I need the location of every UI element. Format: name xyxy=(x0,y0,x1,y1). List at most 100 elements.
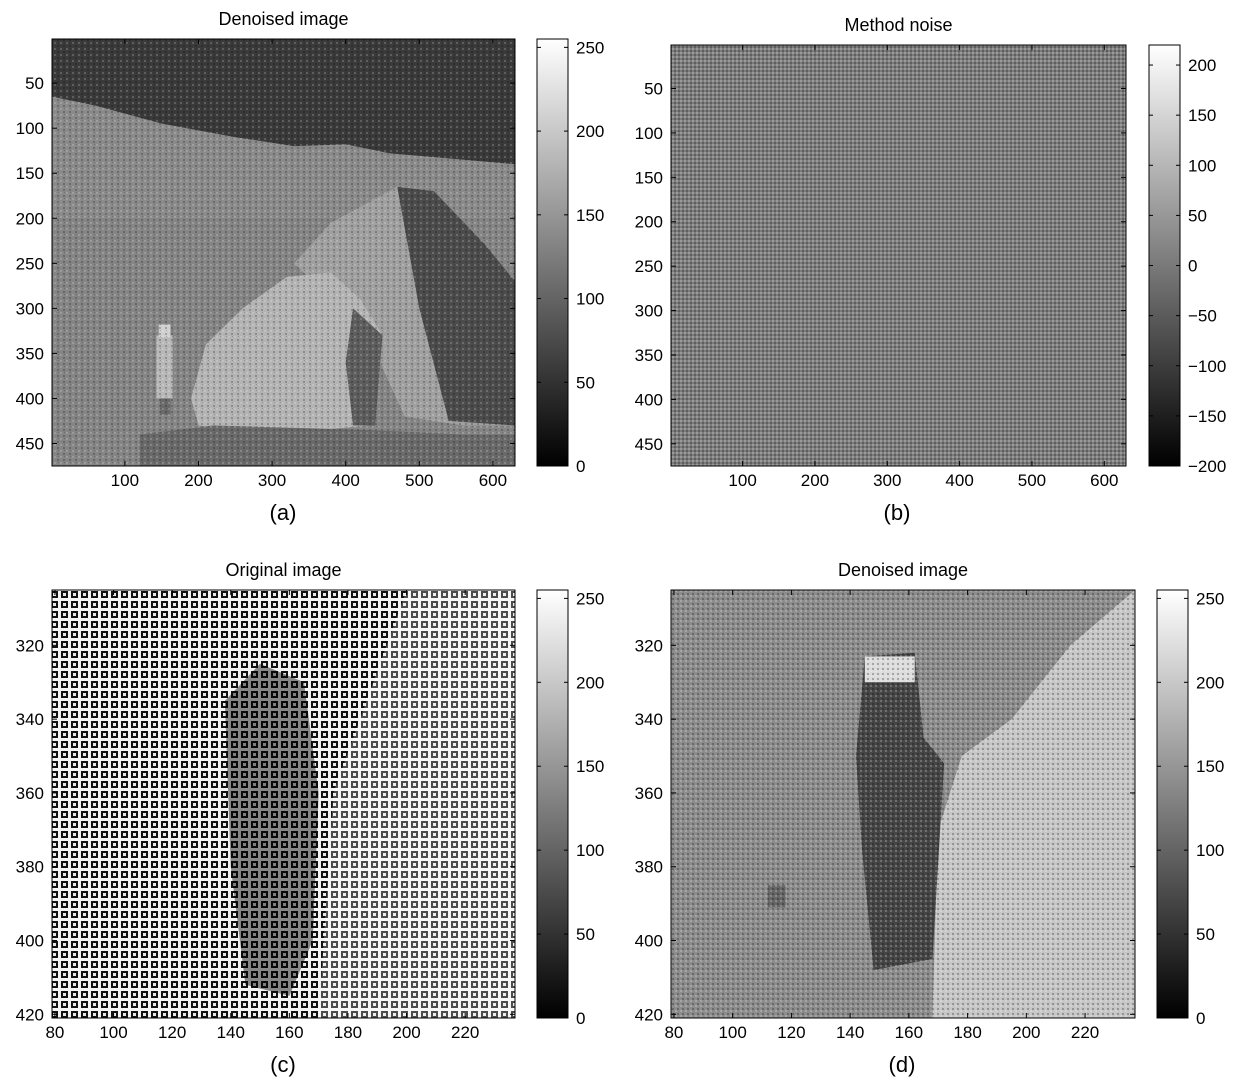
colorbar-tick-label: 100 xyxy=(576,290,604,309)
x-tick-label: 500 xyxy=(405,471,433,490)
x-tick-label: 120 xyxy=(777,1023,805,1042)
colorbar-tick-label: 150 xyxy=(1196,757,1224,776)
x-tick-label: 300 xyxy=(873,471,901,490)
colorbar-tick-label: 200 xyxy=(1188,56,1216,75)
colorbar-tick-label: 0 xyxy=(576,457,585,476)
colorbar-tick-label: −50 xyxy=(1188,307,1217,326)
x-tick-label: 140 xyxy=(217,1023,245,1042)
colorbar-tick-label: 50 xyxy=(576,373,595,392)
y-tick-label: 360 xyxy=(635,784,663,803)
x-tick-label: 160 xyxy=(895,1023,923,1042)
colorbar-tick-label: 200 xyxy=(1196,673,1224,692)
x-tick-label: 200 xyxy=(392,1023,420,1042)
y-tick-label: 150 xyxy=(635,168,663,187)
x-tick-label: 80 xyxy=(664,1023,683,1042)
colorbar-tick-label: 150 xyxy=(576,206,604,225)
x-tick-label: 120 xyxy=(158,1023,186,1042)
y-tick-label: 380 xyxy=(635,858,663,877)
y-tick-label: 100 xyxy=(635,124,663,143)
colorbar-tick-label: 100 xyxy=(576,841,604,860)
x-tick-label: 300 xyxy=(258,471,286,490)
x-tick-label: 220 xyxy=(451,1023,479,1042)
x-tick-label: 220 xyxy=(1071,1023,1099,1042)
colorbar-tick-label: 0 xyxy=(1196,1009,1205,1028)
panel-title: Denoised image xyxy=(838,560,968,580)
x-tick-label: 500 xyxy=(1018,471,1046,490)
y-tick-label: 360 xyxy=(16,784,44,803)
image-content xyxy=(52,39,515,466)
colorbar xyxy=(536,589,569,1019)
y-tick-label: 250 xyxy=(16,254,44,273)
x-tick-label: 100 xyxy=(111,471,139,490)
colorbar-tick-label: 250 xyxy=(576,38,604,57)
x-tick-label: 100 xyxy=(99,1023,127,1042)
panel-title: Denoised image xyxy=(218,9,348,29)
x-tick-label: 100 xyxy=(718,1023,746,1042)
x-tick-label: 400 xyxy=(945,471,973,490)
x-tick-label: 600 xyxy=(479,471,507,490)
y-tick-label: 350 xyxy=(635,346,663,365)
y-tick-label: 300 xyxy=(635,302,663,321)
image-content xyxy=(671,590,1135,1018)
panel-title: Method noise xyxy=(844,15,952,35)
panel-caption: (a) xyxy=(270,500,297,525)
y-tick-label: 400 xyxy=(16,932,44,951)
colorbar-tick-label: 50 xyxy=(1196,925,1215,944)
y-tick-label: 400 xyxy=(16,389,44,408)
panel-title: Original image xyxy=(225,560,341,580)
x-tick-label: 140 xyxy=(836,1023,864,1042)
colorbar-tick-label: 100 xyxy=(1196,841,1224,860)
colorbar-tick-label: 150 xyxy=(576,757,604,776)
panel-d: Denoised image 80 100 120 140 160 180 200 220 320… xyxy=(635,560,1225,1077)
plot-frame xyxy=(670,589,1136,1019)
y-tick-label: 400 xyxy=(635,390,663,409)
colorbar-tick-label: −150 xyxy=(1188,407,1226,426)
colorbar-tick-label: 250 xyxy=(1196,589,1224,608)
y-tick-label: 420 xyxy=(16,1005,44,1024)
x-tick-label: 400 xyxy=(332,471,360,490)
y-tick-label: 300 xyxy=(16,299,44,318)
y-tick-label: 400 xyxy=(635,932,663,951)
colorbar-tick-label: −100 xyxy=(1188,357,1226,376)
x-tick-label: 80 xyxy=(45,1023,64,1042)
image-content xyxy=(52,590,515,1018)
y-tick-label: 340 xyxy=(635,710,663,729)
panel-caption: (d) xyxy=(889,1052,916,1077)
y-tick-label: 340 xyxy=(16,710,44,729)
y-tick-label: 380 xyxy=(16,858,44,877)
x-tick-label: 160 xyxy=(275,1023,303,1042)
image-content xyxy=(671,45,1126,466)
colorbar-tick-label: 0 xyxy=(576,1009,585,1028)
y-tick-label: 320 xyxy=(635,636,663,655)
y-tick-label: 450 xyxy=(635,435,663,454)
panel-c: Original image 80 100 120 140 160 180 200 220 320… xyxy=(16,560,605,1077)
colorbar-tick-label: 200 xyxy=(576,673,604,692)
x-tick-label: 180 xyxy=(334,1023,362,1042)
x-tick-label: 200 xyxy=(184,471,212,490)
plot-frame xyxy=(51,38,516,467)
x-tick-label: 200 xyxy=(1012,1023,1040,1042)
y-tick-label: 50 xyxy=(644,80,663,99)
y-tick-label: 200 xyxy=(16,209,44,228)
colorbar xyxy=(1156,589,1189,1019)
colorbar xyxy=(1148,44,1181,467)
panel-caption: (c) xyxy=(270,1052,296,1077)
colorbar xyxy=(536,38,569,467)
colorbar-tick-label: 50 xyxy=(1188,206,1207,225)
y-tick-label: 100 xyxy=(16,119,44,138)
x-tick-label: 180 xyxy=(953,1023,981,1042)
y-tick-label: 200 xyxy=(635,213,663,232)
y-tick-label: 50 xyxy=(25,74,44,93)
plot-frame xyxy=(51,589,516,1019)
y-tick-label: 420 xyxy=(635,1005,663,1024)
y-tick-label: 320 xyxy=(16,636,44,655)
y-tick-label: 450 xyxy=(16,434,44,453)
colorbar-tick-label: 0 xyxy=(1188,257,1197,276)
y-tick-label: 150 xyxy=(16,164,44,183)
x-tick-label: 600 xyxy=(1090,471,1118,490)
panel-caption: (b) xyxy=(884,500,911,525)
colorbar-tick-label: 250 xyxy=(576,589,604,608)
